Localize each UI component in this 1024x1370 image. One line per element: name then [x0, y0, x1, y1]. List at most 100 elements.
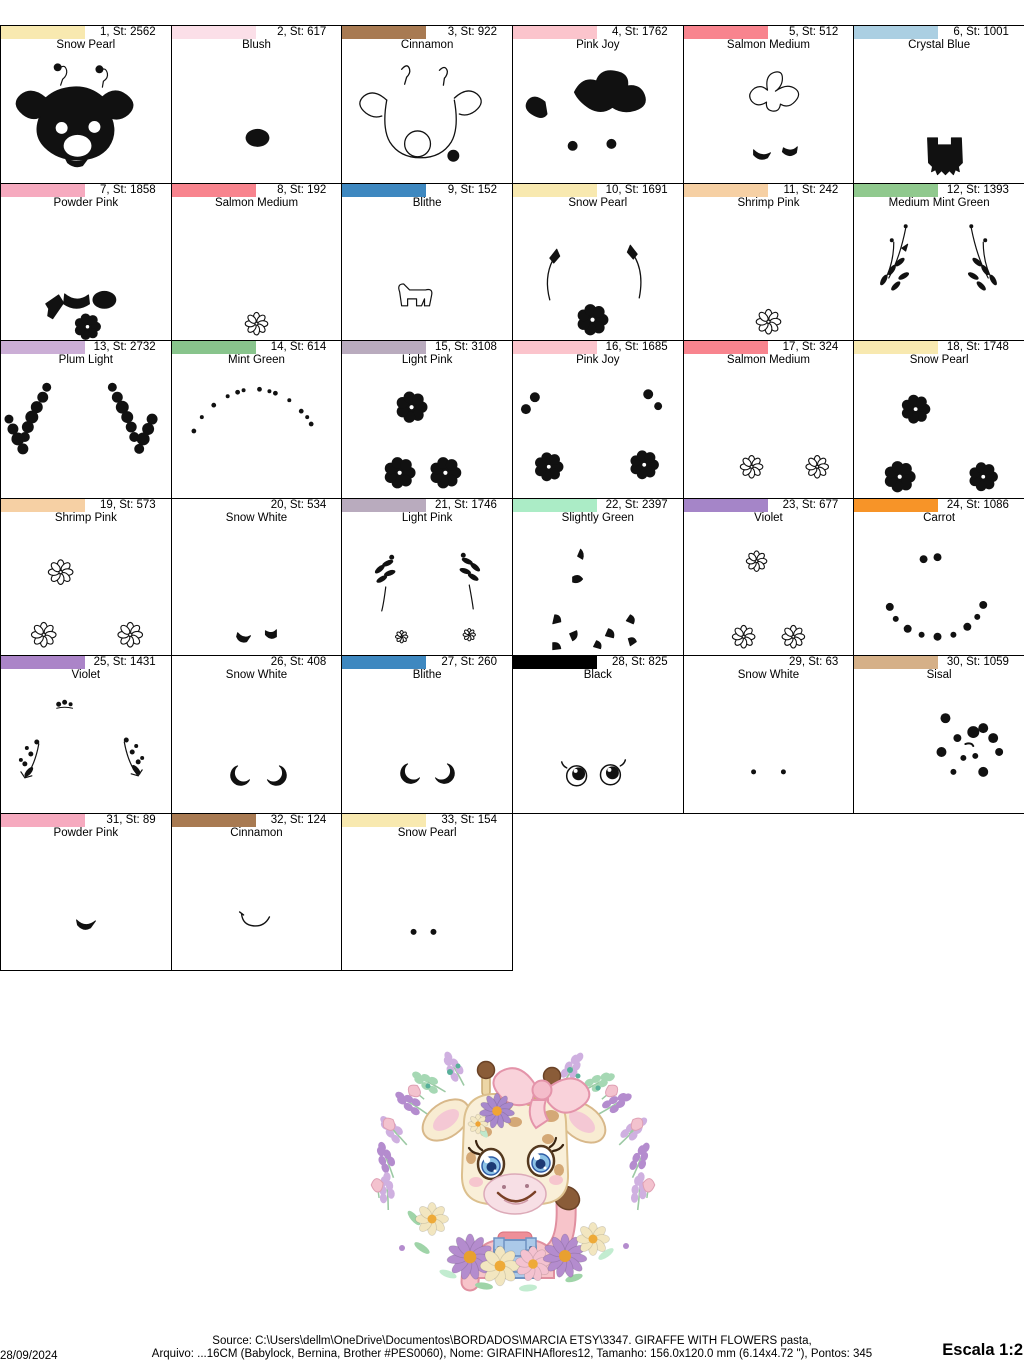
- thread-color-name: Blithe: [412, 669, 442, 681]
- stitch-preview-icon: [748, 71, 799, 160]
- step-stitch-label: 10, St: 1691: [605, 183, 668, 196]
- thread-color-swatch: [342, 656, 427, 669]
- step-stitch-label: 1, St: 2562: [100, 26, 156, 38]
- step-cell: 33, St: 154 Snow Pearl: [341, 812, 513, 971]
- thread-color-name: Crystal Blue: [908, 39, 971, 51]
- thread-color-swatch: [342, 341, 427, 354]
- thread-color-name: Shrimp Pink: [54, 511, 117, 524]
- thread-color-swatch: [512, 341, 597, 354]
- thread-color-name: Blush: [242, 39, 271, 51]
- step-stitch-label: 26, St: 408: [270, 656, 327, 668]
- step-stitch-label: 18, St: 1748: [946, 341, 1009, 353]
- step-cell: 23, St: 677 Violet: [682, 497, 855, 656]
- thread-color-swatch: [1, 813, 85, 827]
- thread-color-name: Snow Pearl: [909, 354, 969, 366]
- step-stitch-label: 25, St: 1431: [93, 656, 156, 668]
- stitch-preview-icon: [546, 244, 642, 335]
- thread-color-name: Violet: [71, 669, 101, 681]
- step-cell: 4, St: 1762 Pink Joy: [511, 25, 684, 184]
- step-stitch-label: 30, St: 1059: [946, 656, 1009, 668]
- thread-color-swatch: [342, 813, 427, 827]
- stitch-preview-icon: [375, 552, 481, 643]
- step-cell: 14, St: 614 Mint Green: [170, 340, 343, 499]
- stitch-preview-icon: [76, 918, 96, 930]
- step-cell: 26, St: 408 Snow White: [170, 655, 343, 814]
- thread-color-name: Snow White: [225, 669, 288, 681]
- step-cell: 19, St: 573 Shrimp Pink: [0, 497, 172, 656]
- step-stitch-label: 20, St: 534: [270, 498, 327, 511]
- step-stitch-label: 6, St: 1001: [953, 26, 1009, 38]
- step-stitch-label: 4, St: 1762: [612, 26, 668, 38]
- step-stitch-label: 21, St: 1746: [434, 498, 497, 511]
- footer-date: 28/09/2024: [0, 1350, 58, 1362]
- thread-color-swatch: [1, 183, 85, 197]
- step-stitch-label: 16, St: 1685: [605, 341, 668, 353]
- thread-color-swatch: [854, 656, 939, 669]
- thread-color-swatch: [512, 656, 597, 669]
- step-cell: 11, St: 242 Shrimp Pink: [682, 182, 855, 341]
- step-stitch-label: 24, St: 1086: [946, 498, 1009, 511]
- thread-color-swatch: [854, 341, 939, 354]
- stitch-preview-icon: [191, 386, 314, 434]
- thread-color-name: Carrot: [923, 511, 956, 524]
- step-cell: 27, St: 260 Blithe: [341, 655, 513, 814]
- thread-color-swatch: [171, 183, 256, 197]
- thread-color-swatch: [512, 26, 597, 39]
- thread-color-swatch: [342, 26, 427, 39]
- step-cell: 25, St: 1431 Violet: [0, 655, 172, 814]
- stitch-preview-icon: [30, 558, 144, 648]
- thread-color-swatch: [683, 656, 768, 669]
- step-cell: 20, St: 534 Snow White: [170, 497, 343, 656]
- thread-color-swatch: [1, 498, 85, 512]
- stitch-preview-icon: [4, 382, 158, 455]
- step-stitch-label: 23, St: 677: [782, 498, 839, 511]
- thread-color-name: Light Pink: [401, 511, 453, 524]
- thread-color-swatch: [683, 183, 768, 197]
- step-stitch-label: 14, St: 614: [270, 341, 327, 353]
- thread-color-name: Pink Joy: [576, 354, 620, 366]
- thread-color-swatch: [171, 341, 256, 354]
- thread-color-swatch: [683, 341, 768, 354]
- thread-color-name: Salmon Medium: [726, 354, 810, 366]
- step-cell: 24, St: 1086 Carrot: [853, 497, 1024, 656]
- stitch-preview-icon: [410, 928, 437, 935]
- thread-color-name: Powder Pink: [53, 196, 119, 209]
- step-cell: 29, St: 63 Snow White: [682, 655, 855, 814]
- stitch-preview-icon: [936, 713, 1004, 777]
- footer-file-info: Arquivo: ...16CM (Babylock, Bernina, Bro…: [151, 1348, 873, 1360]
- thread-color-name: Powder Pink: [53, 826, 119, 839]
- stitch-preview-icon: [520, 389, 663, 482]
- thread-color-swatch: [342, 183, 427, 197]
- stitch-preview-icon: [560, 759, 627, 787]
- step-stitch-label: 11, St: 242: [783, 183, 839, 196]
- thread-color-name: Salmon Medium: [214, 196, 299, 209]
- stitch-preview-icon: [359, 65, 483, 162]
- stitch-preview-icon: [45, 290, 117, 340]
- thread-color-name: Sisal: [926, 669, 952, 681]
- thread-color-name: Light Pink: [401, 354, 453, 366]
- thread-color-name: Plum Light: [58, 354, 113, 366]
- step-stitch-label: 9, St: 152: [447, 183, 497, 196]
- thread-color-name: Shrimp Pink: [737, 196, 800, 209]
- step-cell: 1, St: 2562 Snow Pearl: [0, 25, 172, 184]
- thread-color-swatch: [171, 813, 256, 827]
- stitch-preview-icon: [244, 311, 268, 336]
- stitch-preview-icon: [750, 769, 786, 775]
- thread-color-swatch: [171, 26, 256, 39]
- step-stitch-label: 29, St: 63: [789, 656, 839, 668]
- step-stitch-label: 15, St: 3108: [434, 341, 497, 353]
- thread-color-swatch: [854, 26, 939, 39]
- step-cell: 6, St: 1001 Crystal Blue: [853, 25, 1024, 184]
- footer-file-row: 28/09/2024 Arquivo: ...16CM (Babylock, B…: [0, 1342, 1024, 1362]
- stitch-preview-icon: [885, 394, 999, 493]
- embroidery-preview-image: [370, 1051, 656, 1292]
- thread-color-name: Snow Pearl: [56, 39, 116, 51]
- step-cell: 3, St: 922 Cinnamon: [341, 25, 513, 184]
- thread-color-name: Blithe: [412, 196, 442, 209]
- stitch-preview-icon: [235, 628, 277, 643]
- step-cell: 10, St: 1691 Snow Pearl: [511, 182, 684, 341]
- footer-source-path: Source: C:\Users\dellm\OneDrive\Document…: [212, 1335, 812, 1347]
- step-cell: 17, St: 324 Salmon Medium: [682, 340, 855, 499]
- step-stitch-label: 32, St: 124: [270, 813, 327, 826]
- step-stitch-label: 17, St: 324: [782, 341, 839, 353]
